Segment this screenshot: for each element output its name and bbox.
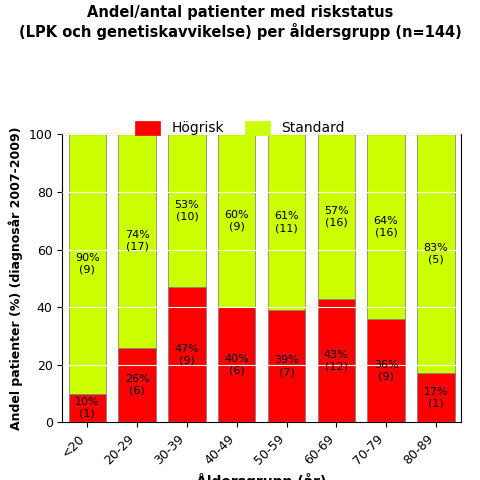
Text: 61%
(11): 61% (11) — [274, 211, 299, 233]
Bar — [69, 134, 106, 394]
Text: 26%
(6): 26% (6) — [125, 374, 149, 396]
Bar — [417, 134, 455, 373]
Bar — [367, 319, 405, 422]
Text: 17%
(1): 17% (1) — [423, 387, 448, 409]
Bar — [119, 348, 156, 422]
Text: 83%
(5): 83% (5) — [423, 243, 448, 265]
Y-axis label: Andel patienter (%) (diagnosår 2007-2009): Andel patienter (%) (diagnosår 2007-2009… — [9, 127, 23, 430]
Bar — [268, 134, 305, 310]
Bar — [119, 134, 156, 348]
Text: 10%
(1): 10% (1) — [75, 397, 100, 419]
Bar — [69, 394, 106, 422]
Text: 39%
(7): 39% (7) — [274, 355, 299, 377]
Text: 40%
(6): 40% (6) — [224, 354, 249, 375]
Text: 90%
(9): 90% (9) — [75, 253, 100, 275]
Bar — [218, 134, 255, 307]
Text: 74%
(17): 74% (17) — [125, 230, 150, 252]
Bar — [318, 134, 355, 299]
Bar — [417, 373, 455, 422]
X-axis label: Åldersgrupp (år): Åldersgrupp (år) — [196, 473, 327, 480]
Text: 53%
(10): 53% (10) — [175, 200, 199, 222]
Bar — [218, 307, 255, 422]
Text: 47%
(9): 47% (9) — [174, 344, 199, 366]
Text: 60%
(9): 60% (9) — [224, 210, 249, 232]
Text: Andel/antal patienter med riskstatus
(LPK och genetiskavvikelse) per åldersgrupp: Andel/antal patienter med riskstatus (LP… — [19, 5, 461, 40]
Text: 43%
(12): 43% (12) — [324, 349, 348, 372]
Bar — [318, 299, 355, 422]
Legend: Högrisk, Standard: Högrisk, Standard — [130, 115, 350, 141]
Bar — [168, 134, 205, 287]
Text: 57%
(16): 57% (16) — [324, 205, 348, 228]
Bar — [367, 134, 405, 319]
Bar — [168, 287, 205, 422]
Text: 64%
(16): 64% (16) — [374, 216, 398, 238]
Bar — [268, 310, 305, 422]
Text: 36%
(9): 36% (9) — [374, 360, 398, 381]
